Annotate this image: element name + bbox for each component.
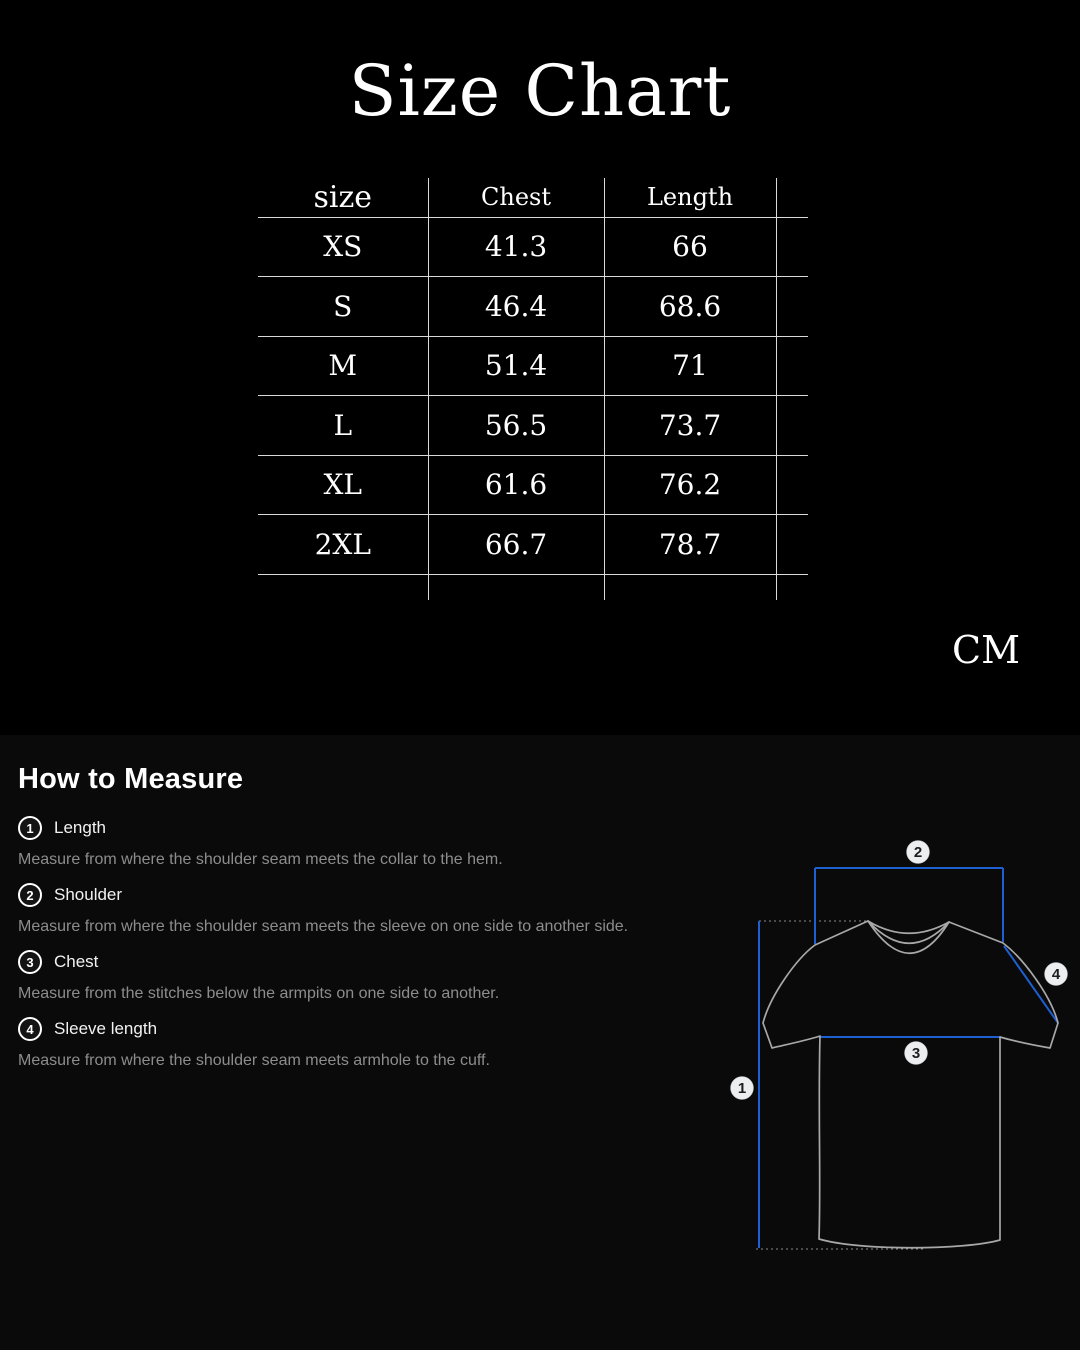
diagram-marker-1: 1 — [730, 1076, 754, 1100]
collar-neckline — [867, 920, 950, 955]
table-cell-spacer — [775, 217, 808, 277]
table-cell-spacer — [775, 336, 808, 396]
section-heading: How to Measure — [18, 763, 244, 795]
measure-item-header: 2 Shoulder — [18, 883, 708, 907]
svg-text:3: 3 — [912, 1045, 920, 1062]
measure-label: Sleeve length — [54, 1019, 158, 1038]
table-cell-size: L — [258, 395, 428, 456]
measure-item: 2 Shoulder Measure from where the shoulder… — [18, 883, 708, 936]
measure-item: 1 Length Measure from where the shoulder s… — [18, 816, 708, 869]
table-empty-row — [258, 574, 808, 600]
diagram-marker-4: 4 — [1044, 962, 1068, 986]
table-row: L 56.5 73.7 — [258, 395, 808, 456]
collar-rib-middle — [867, 920, 950, 944]
table-cell-length: 71 — [603, 336, 776, 396]
measure-label: Shoulder — [54, 885, 123, 904]
table-cell-chest: 66.7 — [427, 514, 604, 575]
measure-number-badge: 4 — [18, 1017, 42, 1041]
table-row: XL 61.6 76.2 — [258, 455, 808, 515]
tshirt-outline — [762, 920, 1059, 1249]
svg-text:4: 4 — [1052, 966, 1061, 983]
table-cell-size: XL — [258, 455, 428, 515]
column-header-spacer — [775, 178, 808, 218]
measure-list: 1 Length Measure from where the shoulder s… — [18, 816, 708, 1070]
unit-label: CM — [952, 628, 1020, 672]
table-cell-size: S — [258, 276, 428, 337]
measure-item-header: 4 Sleeve length — [18, 1017, 708, 1041]
table-cell-size: M — [258, 336, 428, 396]
table-row: S 46.4 68.6 — [258, 276, 808, 337]
table-row: XS 41.3 66 — [258, 217, 808, 277]
how-to-measure-panel: How to Measure 1 Length Measure from where… — [0, 735, 1080, 1350]
column-header-chest: Chest — [427, 178, 604, 218]
table-cell-size: 2XL — [258, 514, 428, 575]
svg-text:2: 2 — [914, 844, 922, 861]
column-header-size: size — [258, 178, 428, 218]
table-cell-chest: 46.4 — [427, 276, 604, 337]
table-cell-chest: 41.3 — [427, 217, 604, 277]
table-cell-chest: 61.6 — [427, 455, 604, 515]
table-cell-length: 76.2 — [603, 455, 776, 515]
measure-number-badge: 2 — [18, 883, 42, 907]
measure-description: Measure from where the shoulder seam mee… — [18, 918, 629, 935]
table-cell-chest: 51.4 — [427, 336, 604, 396]
table-cell-size: XS — [258, 217, 428, 277]
measure-number-badge: 3 — [18, 950, 42, 974]
measure-description: Measure from where the shoulder seam mee… — [18, 851, 503, 868]
size-table-body: XS 41.3 66 S 46.4 68.6 M 51.4 71 L 56.5 73.7 XL 61.6 7… — [258, 217, 808, 575]
sleeve-measure-line — [1003, 945, 1059, 1024]
table-cell-spacer — [775, 514, 808, 575]
measure-label: Length — [54, 818, 106, 837]
how-to-measure-section: How to Measure 1 Length Measure from where… — [18, 763, 708, 1084]
measure-label: Chest — [54, 952, 99, 971]
diagram-marker-2: 2 — [906, 840, 930, 864]
measure-number-badge: 1 — [18, 816, 42, 840]
measure-description: Measure from the stitches below the armp… — [18, 985, 500, 1002]
table-cell-spacer — [775, 455, 808, 515]
column-header-length: Length — [603, 178, 776, 218]
measure-item-header: 3 Chest — [18, 950, 708, 974]
diagram-marker-3: 3 — [904, 1041, 928, 1065]
table-header-row: size Chest Length — [258, 178, 808, 218]
table-cell-length: 68.6 — [603, 276, 776, 337]
table-cell-spacer — [775, 395, 808, 456]
table-cell-chest: 56.5 — [427, 395, 604, 456]
measure-description: Measure from where the shoulder seam mee… — [18, 1052, 490, 1069]
table-row: 2XL 66.7 78.7 — [258, 514, 808, 575]
table-row: M 51.4 71 — [258, 336, 808, 396]
measure-item: 4 Sleeve length Measure from where the sho… — [18, 1017, 708, 1070]
table-cell-length: 66 — [603, 217, 776, 277]
tshirt-measurement-diagram: 1 2 3 4 — [730, 840, 1068, 1250]
table-cell-spacer — [775, 276, 808, 337]
table-cell-length: 73.7 — [603, 395, 776, 456]
measure-item-header: 1 Length — [18, 816, 708, 840]
measure-item: 3 Chest Measure from the stitches below th… — [18, 950, 708, 1003]
size-table: size Chest Length XS 41.3 66 S 46.4 68.6 M 51.4… — [258, 178, 808, 600]
page-title: Size Chart — [348, 50, 732, 132]
svg-text:1: 1 — [738, 1080, 746, 1097]
collar-rib-top — [867, 920, 950, 935]
table-cell-length: 78.7 — [603, 514, 776, 575]
